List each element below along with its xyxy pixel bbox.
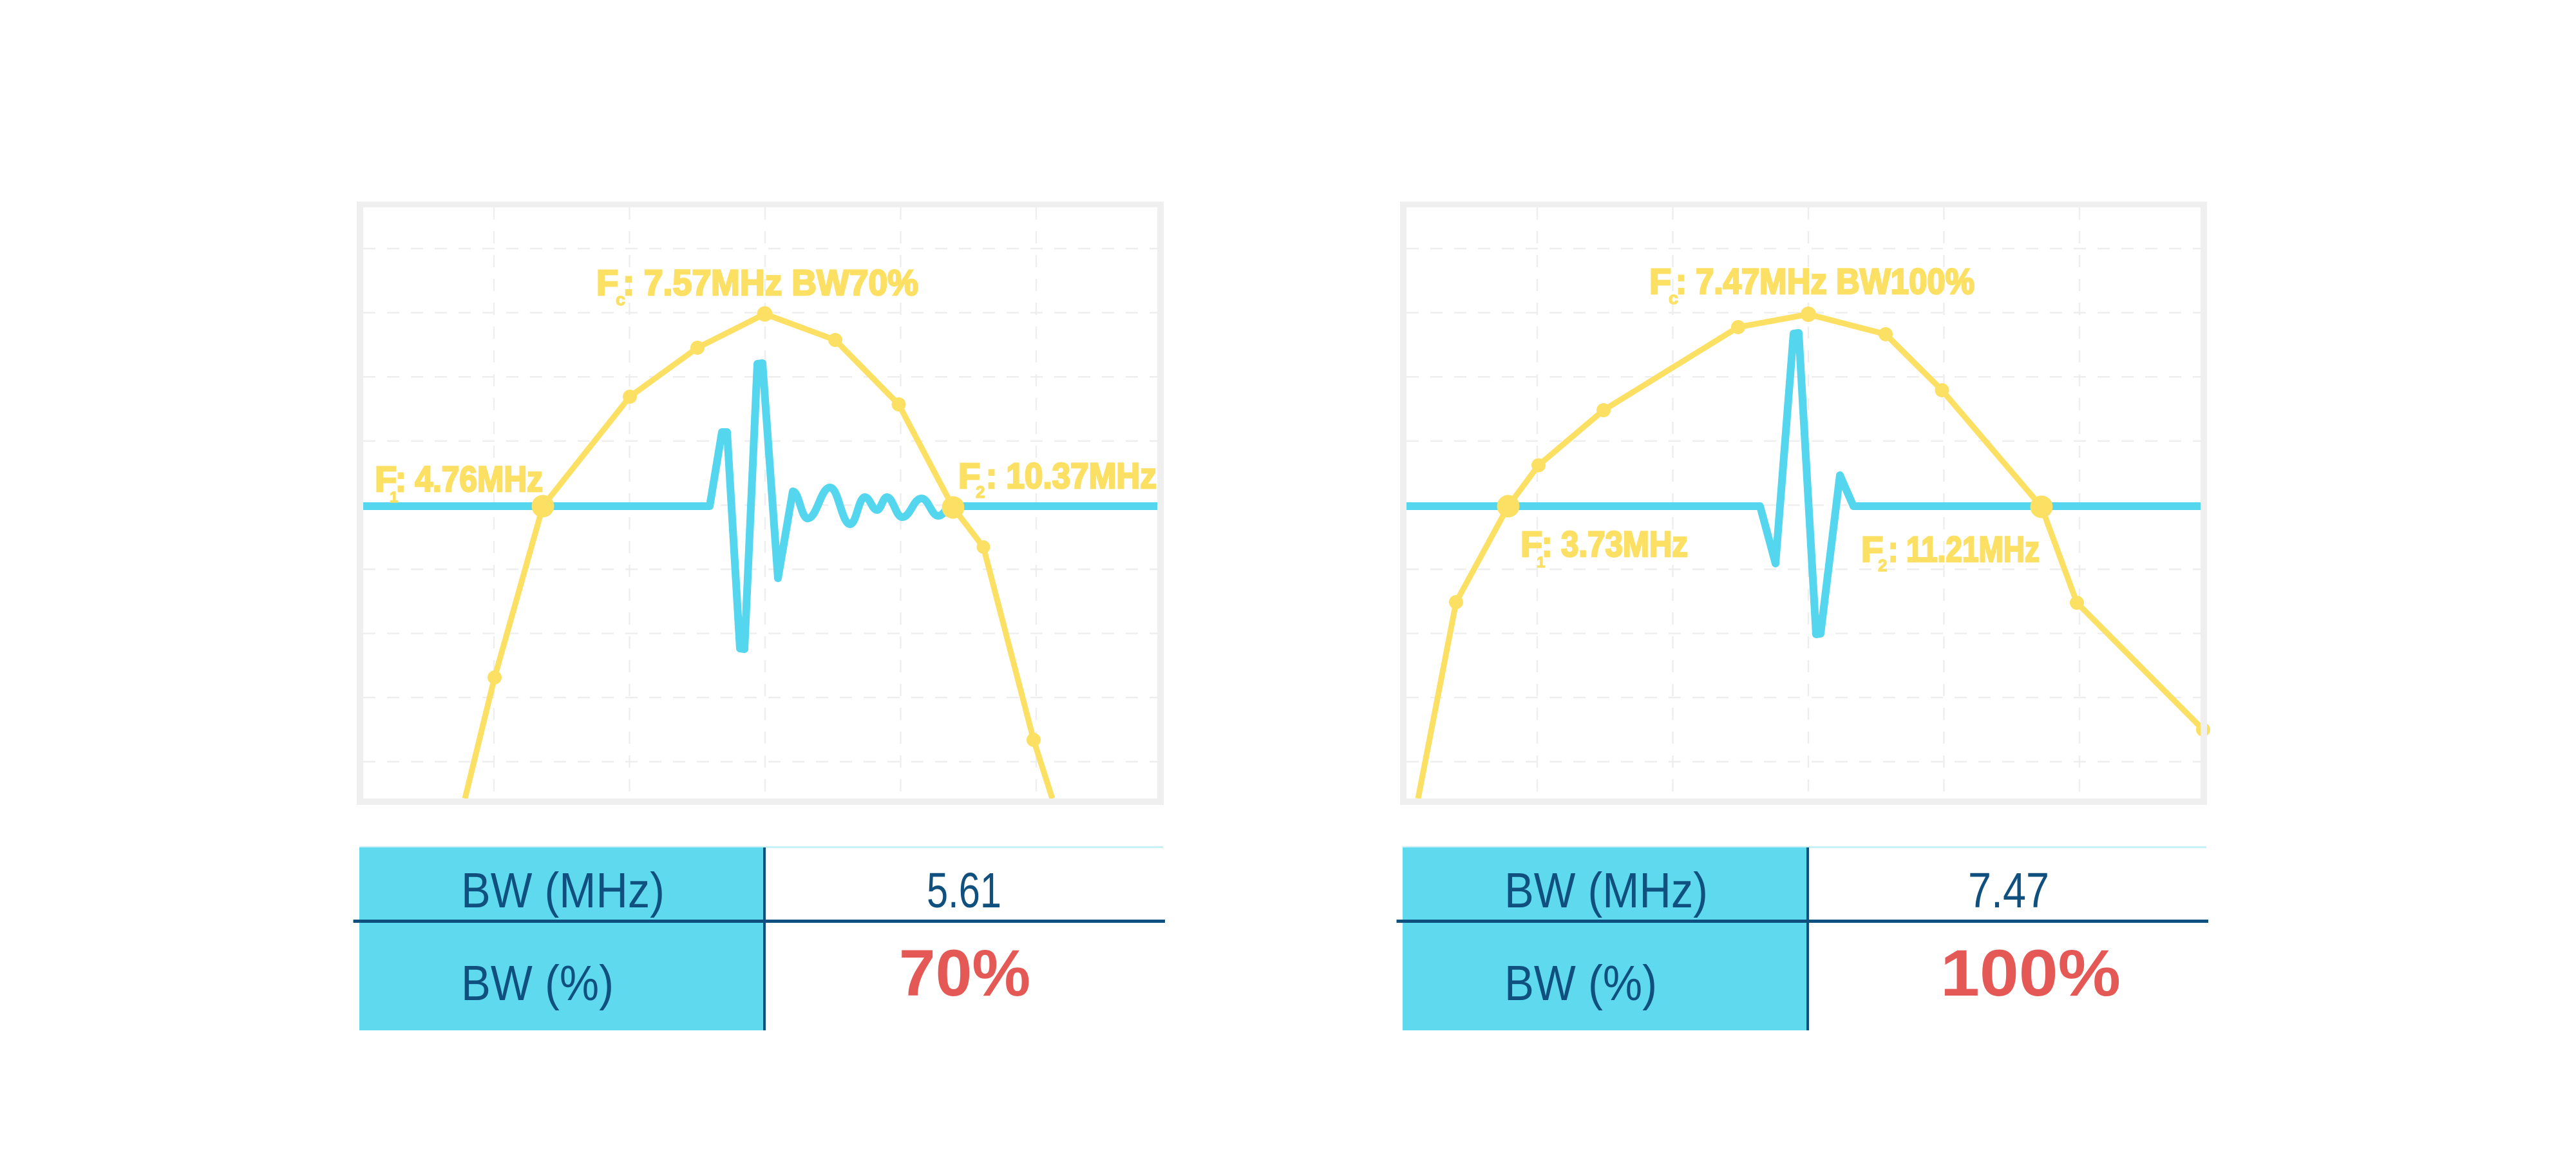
svg-text:5.61: 5.61 bbox=[927, 863, 1001, 918]
svg-text:: 4.76MHz: : 4.76MHz bbox=[395, 459, 543, 499]
svg-text:100%: 100% bbox=[1940, 936, 2121, 1010]
svg-text:F: F bbox=[375, 459, 397, 499]
svg-text:: 10.37MHz: : 10.37MHz bbox=[986, 455, 1157, 496]
svg-text:BW (%): BW (%) bbox=[461, 956, 614, 1011]
svg-text:F: F bbox=[1649, 261, 1671, 301]
svg-text:1: 1 bbox=[390, 489, 398, 506]
svg-text:7.47: 7.47 bbox=[1968, 863, 2049, 918]
svg-text:F: F bbox=[958, 455, 980, 496]
svg-text:BW (MHz): BW (MHz) bbox=[461, 863, 665, 918]
svg-text:F: F bbox=[1861, 529, 1883, 569]
svg-text:BW (MHz): BW (MHz) bbox=[1504, 863, 1708, 918]
svg-text:F: F bbox=[596, 262, 618, 303]
svg-text:BW (%): BW (%) bbox=[1504, 956, 1657, 1011]
svg-text:: 11.21MHz: : 11.21MHz bbox=[1888, 529, 2040, 569]
svg-text:2: 2 bbox=[1878, 556, 1887, 575]
svg-text:1: 1 bbox=[1537, 554, 1545, 571]
svg-text:: 3.73MHz: : 3.73MHz bbox=[1542, 524, 1688, 564]
svg-text:: 7.47MHz BW100%: : 7.47MHz BW100% bbox=[1676, 261, 1975, 301]
svg-text:c: c bbox=[1669, 288, 1678, 308]
svg-text:70%: 70% bbox=[899, 936, 1030, 1010]
svg-text:: 7.57MHz BW70%: : 7.57MHz BW70% bbox=[623, 262, 918, 303]
svg-text:c: c bbox=[616, 290, 625, 309]
svg-text:2: 2 bbox=[976, 482, 985, 502]
svg-text:F: F bbox=[1520, 524, 1542, 564]
